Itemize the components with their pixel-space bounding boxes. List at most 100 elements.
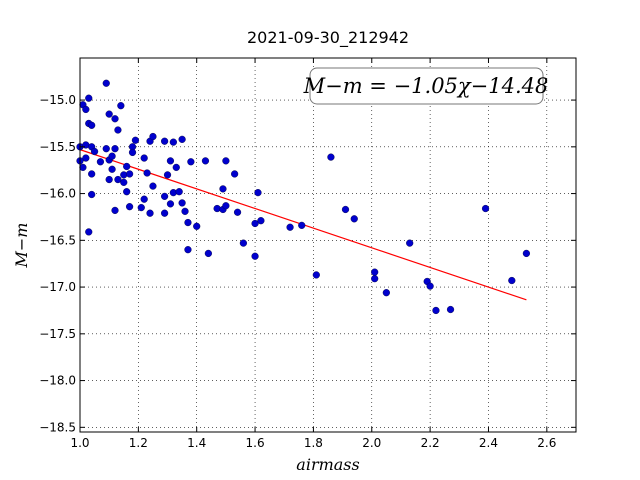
data-point (105, 175, 113, 184)
data-point (193, 222, 201, 230)
x-tick-label: 1.6 (246, 436, 265, 450)
data-point (184, 218, 192, 227)
y-tick-label: −16.0 (39, 187, 76, 201)
data-point (96, 158, 105, 166)
x-tick-label: 1.2 (129, 436, 148, 450)
data-point (204, 249, 212, 258)
data-point (102, 79, 110, 87)
data-point (231, 170, 239, 178)
data-point (163, 171, 172, 179)
data-point (481, 204, 490, 213)
data-point (426, 282, 434, 290)
y-tick-label: −18.5 (39, 420, 76, 434)
data-point (327, 153, 335, 161)
data-point (175, 188, 183, 196)
data-point (161, 137, 169, 145)
data-point (88, 121, 96, 129)
y-tick-labels: −15.0 −15.5 −16.0 −16.5 −17.0 −17.5 −18.0 −18.5 (39, 93, 76, 434)
data-point (114, 126, 122, 134)
data-point (82, 105, 90, 114)
x-tick-label: 1.8 (304, 436, 323, 450)
data-point (178, 199, 186, 207)
data-point (298, 221, 306, 229)
fit-equation-box: M−m = −1.05χ−14.48 (303, 67, 549, 105)
y-axis-label: M−m (12, 223, 31, 269)
plot-frame (79, 57, 577, 433)
x-tick-label: 2.4 (479, 436, 498, 450)
fit-equation: M−m = −1.05χ−14.48 (303, 74, 549, 98)
data-point (169, 138, 177, 146)
data-point (140, 154, 148, 162)
data-point (166, 200, 175, 208)
x-tick-label: 2.0 (362, 436, 381, 450)
data-point (178, 135, 186, 143)
data-point (254, 189, 262, 197)
data-point (108, 152, 116, 160)
data-point (123, 162, 131, 171)
data-point (382, 289, 390, 297)
axis-ticks (79, 58, 576, 432)
data-point (126, 203, 134, 211)
data-point (406, 239, 414, 247)
data-point (233, 208, 242, 216)
x-tick-labels: 1.0 1.2 1.4 1.6 1.8 2.0 2.2 2.4 2.6 (70, 436, 556, 450)
data-point (117, 102, 125, 110)
y-tick-label: −17.0 (39, 280, 76, 294)
data-point (123, 188, 131, 196)
data-point (446, 305, 455, 314)
data-point (114, 175, 122, 184)
data-point (341, 205, 350, 214)
chart-title: 2021-09-30_212942 (247, 28, 409, 48)
data-point (508, 276, 516, 285)
data-point (184, 246, 192, 254)
data-point (239, 239, 247, 247)
data-point (102, 145, 110, 153)
y-tick-label: −17.5 (39, 327, 76, 341)
data-point (82, 154, 90, 162)
data-point (140, 195, 148, 203)
data-point (149, 182, 157, 190)
data-point (257, 217, 265, 225)
data-point (371, 268, 379, 276)
data-point (137, 204, 145, 212)
data-point (143, 169, 151, 177)
data-point (251, 219, 259, 228)
data-point (201, 157, 210, 165)
data-point (312, 271, 320, 279)
data-point (90, 147, 99, 156)
data-point (432, 306, 440, 315)
data-points (76, 79, 531, 315)
x-tick-label: 1.0 (70, 436, 89, 450)
data-point (222, 202, 230, 210)
data-point (120, 178, 128, 186)
data-point (350, 215, 358, 223)
data-point (88, 190, 96, 199)
data-point (126, 170, 134, 178)
data-point (79, 163, 87, 171)
data-point (522, 249, 531, 258)
x-tick-label: 2.6 (537, 436, 556, 450)
data-point (111, 206, 119, 215)
y-tick-label: −15.0 (39, 93, 76, 107)
x-axis-label: airmass (296, 455, 359, 474)
y-tick-label: −18.0 (39, 374, 76, 388)
data-point (128, 148, 137, 157)
data-point (85, 94, 93, 102)
data-point (131, 136, 140, 144)
data-point (251, 252, 259, 260)
x-tick-label: 2.2 (421, 436, 440, 450)
x-tick-label: 1.4 (187, 436, 206, 450)
data-point (222, 157, 230, 165)
y-tick-label: −16.5 (39, 233, 76, 247)
data-point (146, 209, 154, 217)
y-tick-label: −15.5 (39, 140, 76, 154)
data-point (149, 132, 157, 141)
data-point (371, 275, 379, 283)
data-point (161, 209, 169, 217)
data-point (108, 165, 116, 173)
data-point (286, 223, 294, 231)
data-point (111, 115, 119, 123)
data-point (172, 163, 180, 171)
gridlines (79, 58, 576, 432)
